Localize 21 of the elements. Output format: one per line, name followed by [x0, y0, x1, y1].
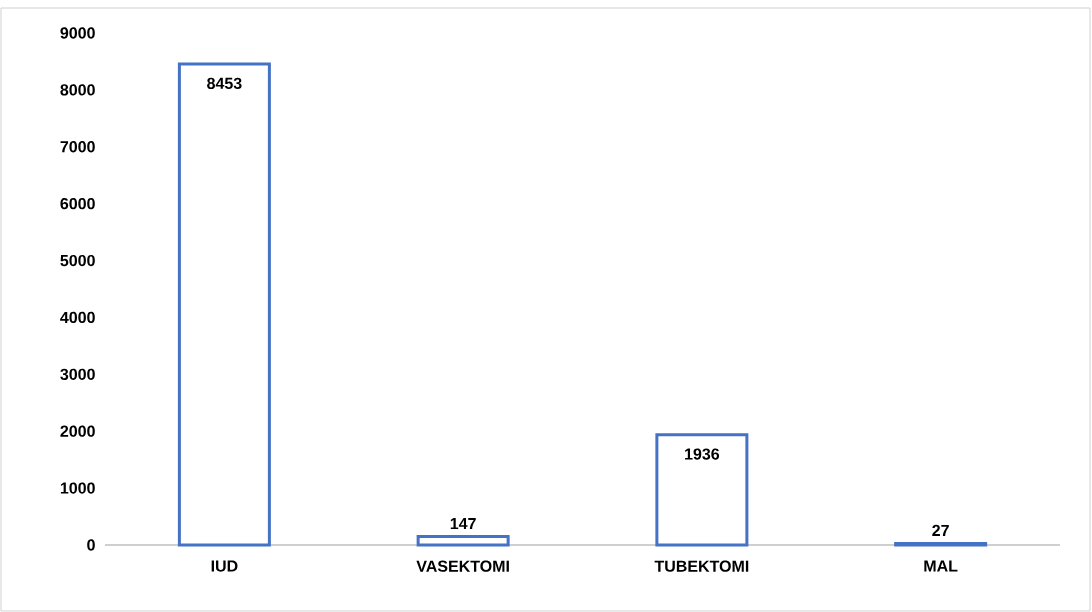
bar [655, 433, 749, 547]
y-tick-label: 8000 [60, 84, 95, 96]
y-tick-label: 2000 [60, 425, 95, 437]
x-tick-label: VASEKTOMI [416, 560, 509, 572]
bar [177, 62, 271, 547]
y-tick-label: 6000 [60, 198, 95, 210]
y-tick-label: 3000 [60, 368, 95, 380]
y-tick-label: 4000 [60, 311, 95, 324]
x-tick-label: IUD [211, 560, 238, 572]
y-tick-label: 5000 [60, 254, 95, 267]
x-tick-label: TUBEKTOMI [654, 560, 749, 572]
data-label: 147 [450, 518, 476, 530]
y-tick-label: 7000 [60, 141, 95, 153]
y-tick-label: 1000 [60, 482, 95, 494]
data-label: 8453 [207, 77, 242, 89]
y-tick-label: 9000 [60, 27, 95, 39]
data-label: 1936 [685, 448, 720, 460]
y-tick-label: 0 [87, 539, 95, 551]
x-tick-label: MAL [924, 560, 958, 572]
data-label: 27 [932, 524, 949, 536]
bar [416, 535, 510, 547]
